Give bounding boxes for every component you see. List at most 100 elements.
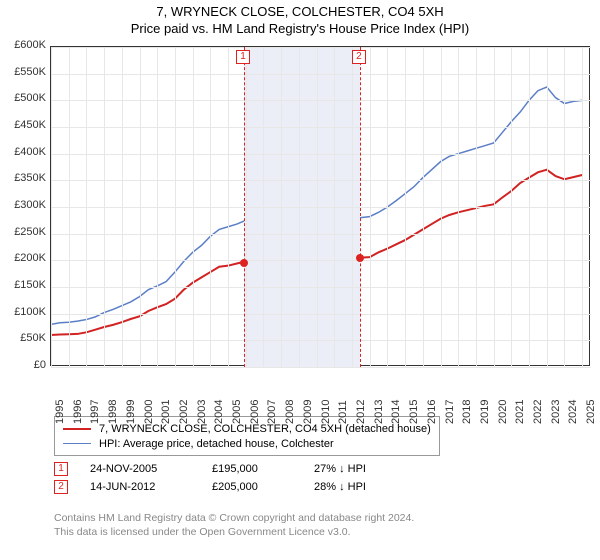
gridline-vertical	[281, 47, 282, 367]
x-axis-tick-label: 2000	[143, 398, 155, 424]
sale-table-price: £205,000	[212, 481, 292, 493]
gridline-horizontal	[51, 74, 591, 75]
sale-marker-index: 1	[236, 50, 250, 64]
y-axis-tick-label: £450K	[4, 119, 46, 131]
gridline-horizontal	[51, 287, 591, 288]
gridline-vertical	[263, 47, 264, 367]
gridline-vertical	[210, 47, 211, 367]
gridline-vertical	[228, 47, 229, 367]
gridline-horizontal	[51, 100, 591, 101]
x-axis-tick-label: 2008	[284, 398, 296, 424]
x-axis-tick-label: 2006	[249, 398, 261, 424]
gridline-vertical	[476, 47, 477, 367]
gridline-horizontal	[51, 154, 591, 155]
sale-table: 124-NOV-2005£195,00027% ↓ HPI214-JUN-201…	[54, 460, 366, 496]
gridline-horizontal	[51, 180, 591, 181]
y-axis-tick-label: £200K	[4, 252, 46, 264]
gridline-vertical	[86, 47, 87, 367]
sale-table-row: 124-NOV-2005£195,00027% ↓ HPI	[54, 460, 366, 478]
gridline-vertical	[69, 47, 70, 367]
x-axis-tick-label: 1996	[72, 398, 84, 424]
y-axis-tick-label: £350K	[4, 172, 46, 184]
x-axis-tick-label: 2003	[196, 398, 208, 424]
x-axis-tick-label: 2022	[532, 398, 544, 424]
gridline-horizontal	[51, 314, 591, 315]
gridline-vertical	[352, 47, 353, 367]
y-axis-tick-label: £400K	[4, 146, 46, 158]
sale-table-delta: 28% ↓ HPI	[314, 481, 366, 493]
sale-table-index: 2	[54, 480, 68, 494]
gridline-horizontal	[51, 367, 591, 368]
legend-label: HPI: Average price, detached house, Colc…	[99, 438, 334, 450]
gridline-horizontal	[51, 127, 591, 128]
y-axis-tick-label: £100K	[4, 306, 46, 318]
y-axis-tick-label: £150K	[4, 279, 46, 291]
x-axis-tick-label: 2018	[461, 398, 473, 424]
y-axis-tick-label: £250K	[4, 226, 46, 238]
x-axis-tick-label: 2014	[390, 398, 402, 424]
gridline-vertical	[175, 47, 176, 367]
x-axis-tick-label: 1999	[125, 398, 137, 424]
x-axis-tick-label: 1995	[54, 398, 66, 424]
x-axis-tick-label: 2017	[444, 398, 456, 424]
x-axis-tick-label: 2001	[160, 398, 172, 424]
gridline-vertical	[334, 47, 335, 367]
x-axis-tick-label: 2002	[178, 398, 190, 424]
legend-swatch	[63, 443, 91, 445]
gridline-vertical	[299, 47, 300, 367]
gridline-horizontal	[51, 234, 591, 235]
sale-table-delta: 27% ↓ HPI	[314, 463, 366, 475]
x-axis-tick-label: 2005	[231, 398, 243, 424]
y-axis-tick-label: £50K	[4, 332, 46, 344]
footer-attribution: Contains HM Land Registry data © Crown c…	[54, 512, 414, 539]
gridline-vertical	[51, 47, 52, 367]
gridline-vertical	[423, 47, 424, 367]
y-axis-tick-label: £500K	[4, 92, 46, 104]
chart-title: 7, WRYNECK CLOSE, COLCHESTER, CO4 5XH	[0, 0, 600, 19]
gridline-vertical	[582, 47, 583, 367]
gridline-vertical	[246, 47, 247, 367]
footer-line: This data is licensed under the Open Gov…	[54, 526, 414, 540]
x-axis-tick-label: 2021	[514, 398, 526, 424]
x-axis-tick-label: 2016	[426, 398, 438, 424]
footer-line: Contains HM Land Registry data © Crown c…	[54, 512, 414, 526]
x-axis-tick-label: 2004	[213, 398, 225, 424]
x-axis-tick-label: 2009	[302, 398, 314, 424]
x-axis-tick-label: 2010	[320, 398, 332, 424]
sale-marker-line	[360, 47, 361, 367]
sale-marker-dot	[240, 259, 248, 267]
gridline-horizontal	[51, 47, 591, 48]
x-axis-tick-label: 2024	[567, 398, 579, 424]
gridline-vertical	[529, 47, 530, 367]
gridline-vertical	[104, 47, 105, 367]
sale-table-index: 1	[54, 462, 68, 476]
gridline-horizontal	[51, 207, 591, 208]
sale-marker-index: 2	[352, 50, 366, 64]
chart-plot-area	[50, 46, 590, 366]
legend-row: HPI: Average price, detached house, Colc…	[63, 436, 431, 451]
gridline-vertical	[547, 47, 548, 367]
x-axis-tick-label: 2023	[550, 398, 562, 424]
sale-table-price: £195,000	[212, 463, 292, 475]
gridline-vertical	[317, 47, 318, 367]
sale-marker-line	[244, 47, 245, 367]
x-axis-tick-label: 1998	[107, 398, 119, 424]
gridline-vertical	[511, 47, 512, 367]
legend-label: 7, WRYNECK CLOSE, COLCHESTER, CO4 5XH (d…	[99, 423, 431, 435]
gridline-vertical	[458, 47, 459, 367]
gridline-vertical	[122, 47, 123, 367]
gridline-vertical	[370, 47, 371, 367]
y-axis-tick-label: £600K	[4, 39, 46, 51]
x-axis-tick-label: 2011	[337, 398, 349, 424]
x-axis-tick-label: 2019	[479, 398, 491, 424]
gridline-vertical	[140, 47, 141, 367]
gridline-vertical	[441, 47, 442, 367]
y-axis-tick-label: £300K	[4, 199, 46, 211]
gridline-vertical	[564, 47, 565, 367]
x-axis-tick-label: 2025	[585, 398, 597, 424]
x-axis-tick-label: 2020	[497, 398, 509, 424]
gridline-vertical	[193, 47, 194, 367]
x-axis-tick-label: 2013	[373, 398, 385, 424]
x-axis-tick-label: 2012	[355, 398, 367, 424]
gridline-horizontal	[51, 340, 591, 341]
